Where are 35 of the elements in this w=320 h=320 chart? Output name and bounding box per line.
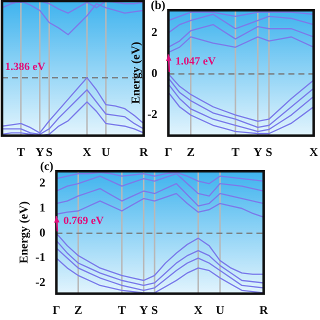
x-tick-label: X [309, 144, 318, 159]
chart-title: (c) [40, 159, 54, 174]
x-tick-label: R [259, 302, 268, 317]
y-tick-label: 1 [39, 200, 46, 215]
x-tick-label: Γ [52, 302, 60, 317]
y-tick-label: 0 [39, 225, 46, 240]
annotation: 1.047 eV [175, 55, 216, 68]
x-tick-label: Z [186, 144, 195, 159]
x-tick-label: Z [74, 302, 82, 317]
y-axis-title: Energy (eV) [16, 201, 30, 264]
y-tick-label: -2 [147, 107, 158, 122]
x-tick-label: T [231, 144, 240, 159]
chart-title: (b) [150, 0, 166, 12]
x-tick-label: S [46, 144, 53, 159]
x-tick-label: Y [253, 144, 262, 159]
y-axis-title: Energy (eV) [128, 42, 142, 104]
x-tick-label: T [118, 302, 126, 317]
x-tick-label: S [151, 302, 158, 317]
x-tick-label: U [102, 144, 111, 159]
x-tick-label: R [139, 144, 148, 159]
x-tick-label: S [266, 144, 273, 159]
x-tick-label: Γ [164, 144, 172, 159]
y-tick-label: 2 [39, 176, 46, 190]
annotation: 0.769 eV [63, 215, 104, 228]
y-tick-label: 2 [151, 24, 158, 39]
x-tick-label: X [194, 302, 203, 317]
y-tick-label: 0 [151, 66, 158, 80]
annotation: 1.386 eV [5, 61, 46, 74]
x-tick-label: T [16, 144, 25, 159]
x-tick-label: Y [35, 144, 44, 159]
y-tick-label: -1 [35, 250, 46, 264]
y-tick-label: -2 [35, 275, 46, 290]
x-tick-label: U [216, 302, 225, 317]
x-tick-label: X [82, 144, 92, 159]
x-tick-label: Y [139, 302, 148, 317]
